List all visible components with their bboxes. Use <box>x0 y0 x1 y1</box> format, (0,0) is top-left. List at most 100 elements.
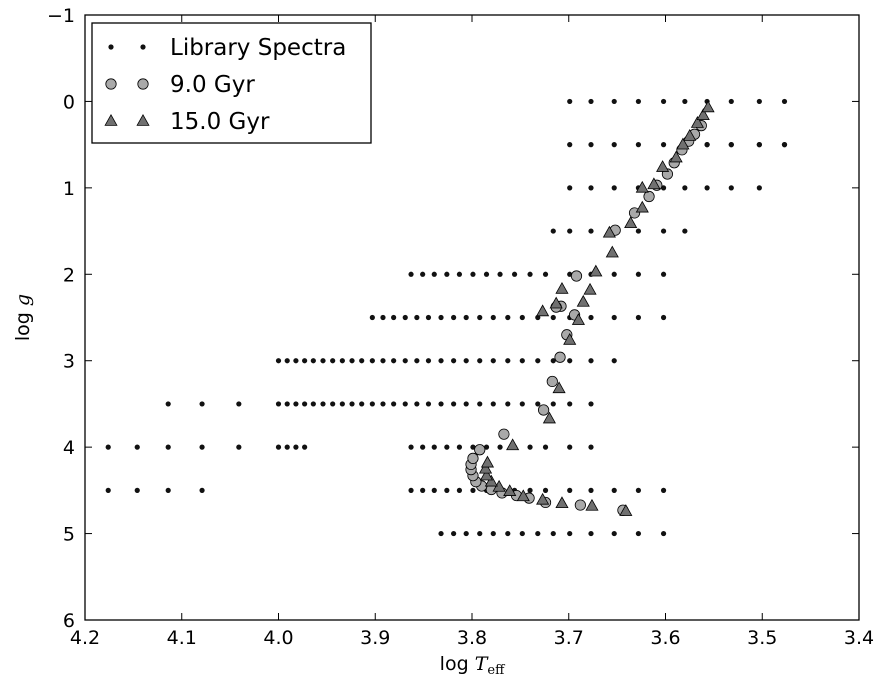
library-spectra-point <box>425 401 432 407</box>
library-spectra-point <box>408 444 414 450</box>
gyr-15-point <box>576 294 590 307</box>
library-spectra-point <box>660 142 667 148</box>
library-spectra-point <box>497 271 503 277</box>
x-tick-label: 3.8 <box>457 627 487 649</box>
library-spectra-point <box>420 487 426 493</box>
x-tick-label: 3.4 <box>844 627 874 649</box>
library-spectra-point <box>611 530 617 537</box>
gyr-15-point <box>549 296 563 309</box>
library-spectra-point <box>535 530 541 537</box>
library-spectra-point <box>588 228 594 234</box>
x-tick-label: 3.5 <box>747 627 777 649</box>
library-spectra-point <box>660 228 667 234</box>
y-tick-label: 1 <box>63 178 75 200</box>
legend-label-9-gyr: 9.0 Gyr <box>170 72 255 98</box>
library-spectra-point <box>781 98 788 105</box>
library-spectra-point <box>477 358 483 364</box>
library-spectra-point <box>550 314 556 321</box>
library-spectra-point <box>550 228 556 234</box>
legend-label-15-gyr: 15.0 Gyr <box>170 109 270 135</box>
gyr-15-point <box>701 100 715 113</box>
y-tick-label: 6 <box>63 610 75 632</box>
library-spectra-point <box>567 444 573 450</box>
gyr-15-point <box>589 264 603 277</box>
library-spectra-point <box>438 314 444 321</box>
library-spectra-point <box>391 358 397 364</box>
gyr-15-point <box>619 504 633 516</box>
library-spectra-point <box>477 314 483 321</box>
gyr-15-point <box>647 177 661 190</box>
library-spectra-point <box>588 185 594 191</box>
library-spectra-point <box>134 487 140 493</box>
library-spectra-point <box>380 358 386 364</box>
library-spectra-point <box>682 228 688 234</box>
library-spectra-point <box>420 444 426 450</box>
library-spectra-point <box>431 487 437 493</box>
y-axis-label: log g <box>12 294 34 341</box>
library-spectra-point <box>483 271 490 277</box>
library-spectra-point <box>588 487 594 493</box>
gyr-15-point <box>676 137 690 150</box>
library-spectra-point <box>456 444 463 450</box>
legend-marker-15-gyr <box>136 113 150 126</box>
library-spectra-point <box>463 530 469 537</box>
library-spectra-point <box>611 98 617 105</box>
gyr-15-point <box>696 108 710 120</box>
library-spectra-point <box>330 358 336 364</box>
gyr-15-point <box>480 455 495 468</box>
library-spectra-point <box>660 487 667 493</box>
library-spectra-point <box>199 401 205 407</box>
library-spectra-point <box>349 358 355 364</box>
library-spectra-point <box>490 530 496 537</box>
library-spectra-point <box>380 401 386 407</box>
library-spectra-point <box>310 358 316 364</box>
library-spectra-point <box>425 314 432 321</box>
gyr-9-point <box>498 428 510 440</box>
library-spectra-point <box>505 530 511 537</box>
gyr-9-point <box>554 351 566 363</box>
library-spectra-point <box>511 271 518 277</box>
library-spectra-point <box>635 530 642 537</box>
library-spectra-point <box>567 142 573 148</box>
library-spectra-point <box>635 271 642 277</box>
library-spectra-point <box>704 185 710 191</box>
library-spectra-point <box>588 444 594 450</box>
library-spectra-point <box>456 487 463 493</box>
library-spectra-point <box>490 401 496 407</box>
library-spectra-point <box>165 401 171 407</box>
gyr-15-point <box>624 216 638 229</box>
library-spectra-point <box>611 358 617 364</box>
library-spectra-point <box>611 142 617 148</box>
library-spectra-point <box>320 358 326 364</box>
library-spectra-point <box>483 444 490 450</box>
library-spectra-point <box>284 444 290 450</box>
library-spectra-point <box>444 487 450 493</box>
library-spectra-point <box>519 401 525 407</box>
library-spectra-point <box>542 444 549 450</box>
gyr-9-point <box>574 499 586 511</box>
library-spectra-point <box>635 228 642 234</box>
y-axis-label-log: log <box>12 306 34 341</box>
library-spectra-point <box>660 314 667 321</box>
gyr-15-point <box>602 225 616 238</box>
library-spectra-point <box>756 142 762 148</box>
library-spectra-point <box>402 358 408 364</box>
library-spectra-point <box>456 271 463 277</box>
library-spectra-point <box>402 314 408 321</box>
gyr-15-point <box>479 468 494 481</box>
library-spectra-point <box>490 314 496 321</box>
library-spectra-point <box>519 530 525 537</box>
library-spectra-point <box>505 314 511 321</box>
x-axis-label-sub: eff <box>487 663 506 678</box>
library-spectra-point <box>349 401 355 407</box>
library-spectra-point <box>682 185 688 191</box>
library-spectra-point <box>567 228 573 234</box>
gyr-15-point <box>583 282 597 295</box>
library-spectra-point <box>293 401 299 407</box>
gyr-15-point <box>635 180 649 193</box>
library-spectra-point <box>451 530 457 537</box>
gyr-15-point <box>542 411 556 424</box>
library-spectra-point <box>380 314 386 321</box>
library-spectra-point <box>470 444 476 450</box>
library-spectra-point <box>635 98 642 105</box>
